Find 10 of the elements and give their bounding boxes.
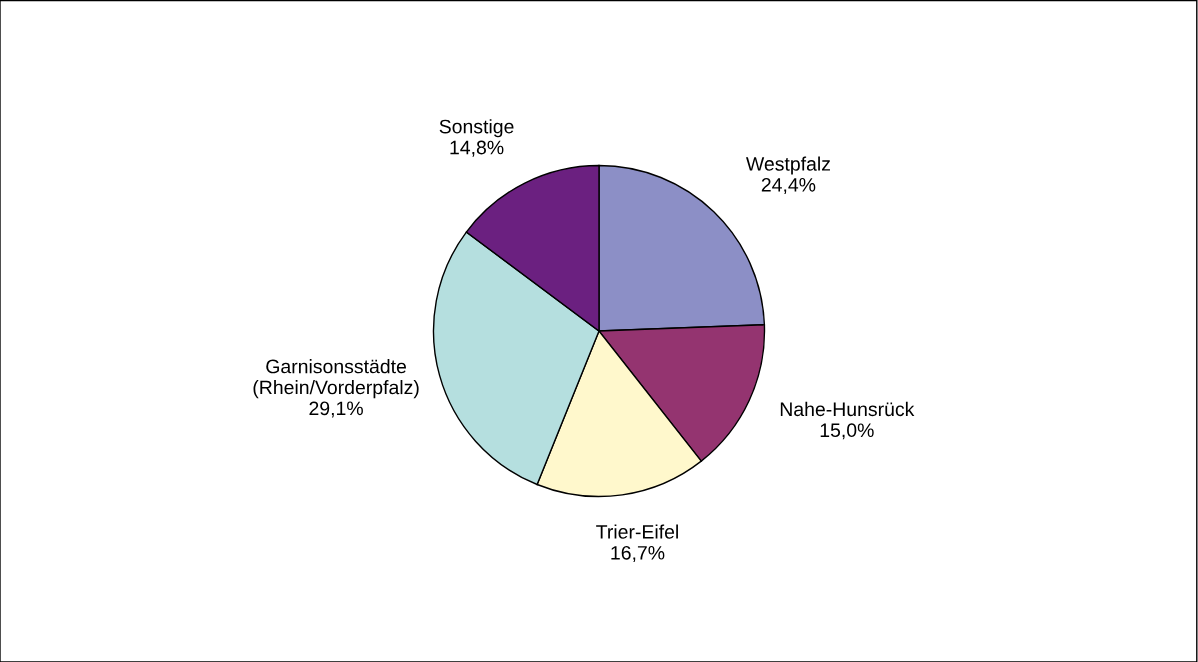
data-label: 14,8% — [450, 140, 504, 157]
slice-label: Trier-Eifel — [596, 524, 678, 539]
data-label: 16,7% — [611, 545, 665, 562]
data-label: 15,0% — [820, 423, 874, 440]
slice-label: Nahe-Hunsrück — [780, 401, 915, 417]
slice-label: Garnisonsstädte (Rhein/Vorderpfalz) — [253, 359, 419, 399]
slice-label: Sonstige — [439, 119, 514, 138]
data-label: 29,1% — [309, 401, 363, 418]
slice-label: Westpfalz — [745, 156, 830, 175]
data-label: 24,4% — [761, 177, 816, 195]
